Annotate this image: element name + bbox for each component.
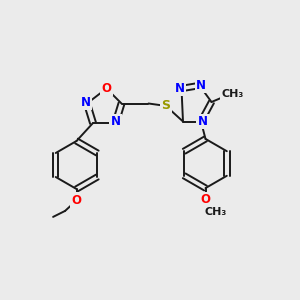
Text: CH₃: CH₃ bbox=[205, 207, 227, 217]
Text: O: O bbox=[71, 194, 82, 207]
Text: N: N bbox=[196, 79, 206, 92]
Text: CH₃: CH₃ bbox=[221, 89, 244, 99]
Text: N: N bbox=[175, 82, 185, 95]
Text: O: O bbox=[200, 193, 211, 206]
Text: S: S bbox=[161, 99, 170, 112]
Text: O: O bbox=[101, 82, 112, 95]
Text: N: N bbox=[110, 115, 121, 128]
Text: N: N bbox=[80, 95, 91, 109]
Text: N: N bbox=[197, 115, 208, 128]
